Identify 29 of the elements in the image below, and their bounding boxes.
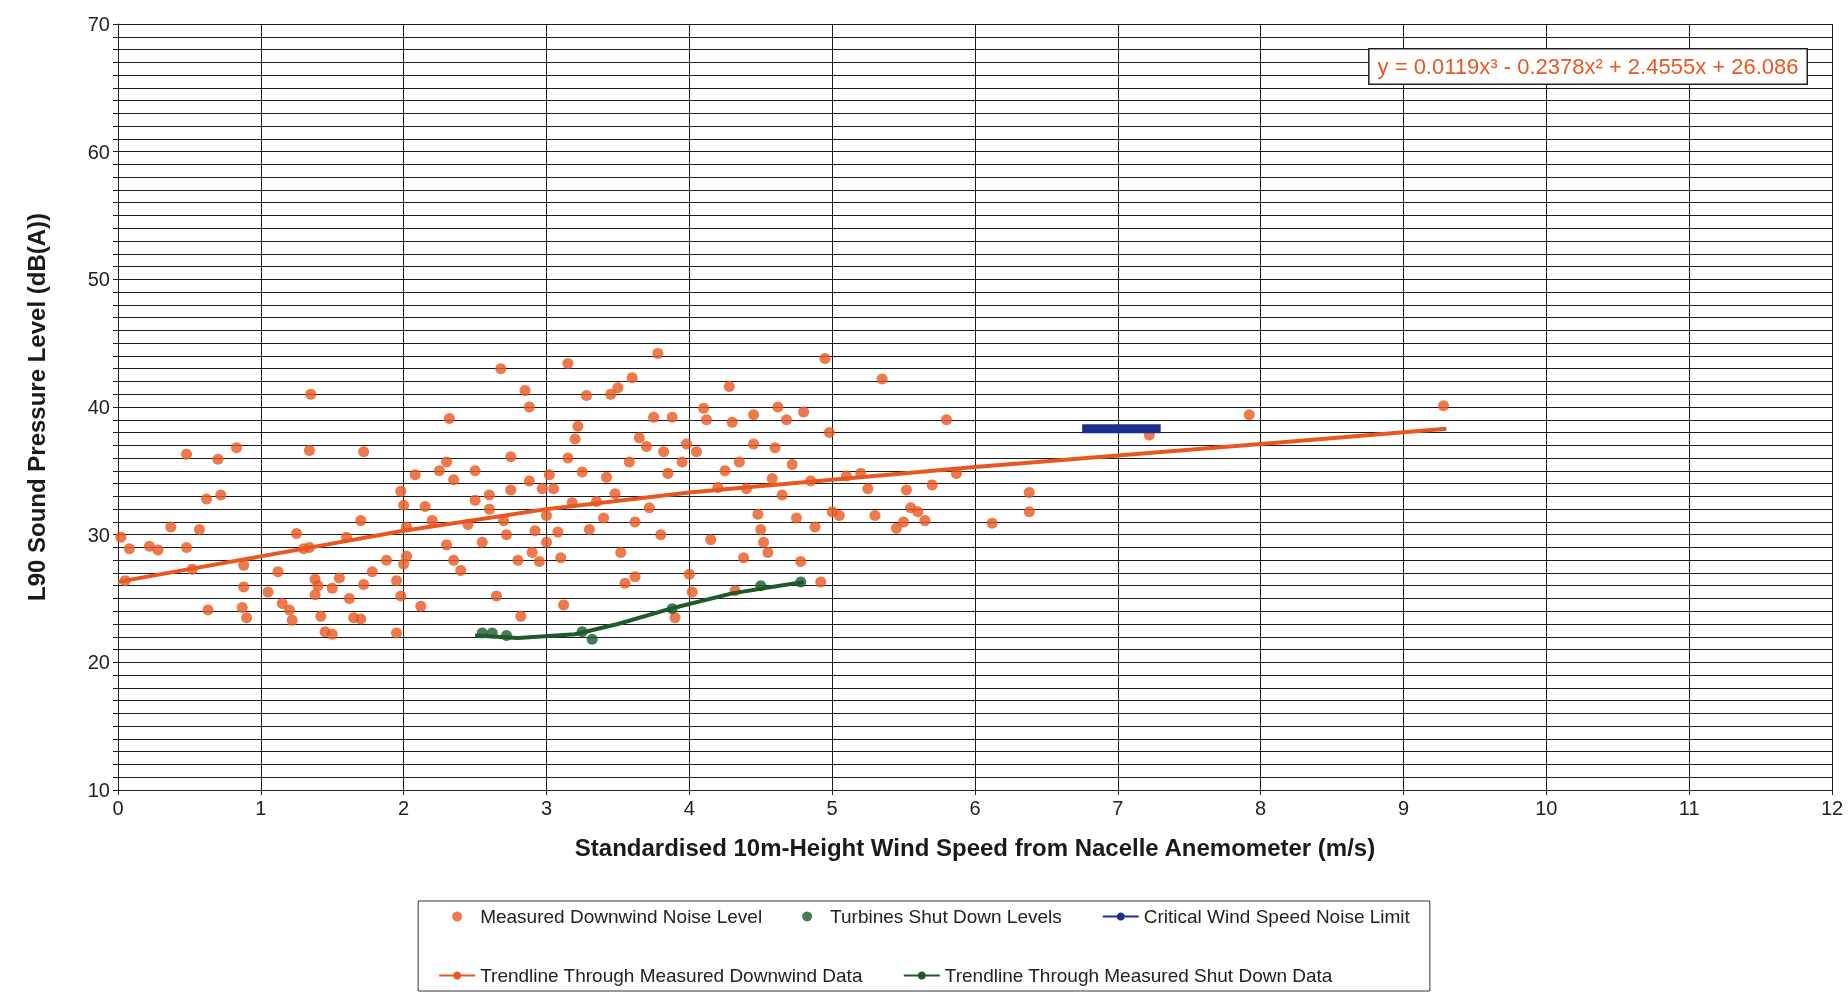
legend-label: Critical Wind Speed Noise Limit (1143, 906, 1411, 927)
x-tick-label: 5 (826, 797, 838, 819)
x-tick-label: 9 (1397, 797, 1410, 819)
x-tick-label: 3 (540, 797, 553, 819)
y-tick-label: 60 (87, 140, 110, 163)
y-tick-label: 10 (87, 779, 110, 801)
x-tick-label: 8 (1255, 797, 1267, 819)
y-tick-label: 30 (87, 523, 110, 546)
x-tick-label: 11 (1678, 797, 1700, 819)
y-tick-label: 40 (87, 396, 110, 418)
x-tick-label: 10 (1535, 797, 1558, 819)
x-tick-label: 7 (1112, 797, 1124, 819)
y-axis-title: L90 Sound Pressure Level (dB(A)) (22, 212, 50, 602)
legend-label: Trendline Through Measured Downwind Data (480, 965, 863, 986)
point (586, 633, 598, 645)
x-tick-label: 6 (969, 797, 981, 819)
x-tick-label: 12 (1820, 797, 1844, 819)
x-tick-label: 4 (683, 797, 695, 819)
legend-label: Measured Downwind Noise Level (480, 906, 763, 927)
x-tick-label: 1 (255, 797, 267, 819)
x-axis-title: Standardised 10m-Height Wind Speed from Nacelle Anemometer (m/s) (574, 833, 1376, 861)
legend-label: Trendline Through Measured Shut Down Data (944, 965, 1333, 986)
y-tick-label: 70 (87, 13, 110, 35)
y-tick-label: 50 (87, 268, 110, 291)
x-tick-label: 0 (112, 797, 124, 819)
annotation: y = 0.0119x³ - 0.2378x² + 2.4555x + 26.086 (1377, 54, 1799, 79)
legend-label: Turbines Shut Down Levels (830, 906, 1062, 927)
y-tick-label: 20 (87, 651, 110, 674)
x-tick-label: 2 (398, 797, 410, 819)
